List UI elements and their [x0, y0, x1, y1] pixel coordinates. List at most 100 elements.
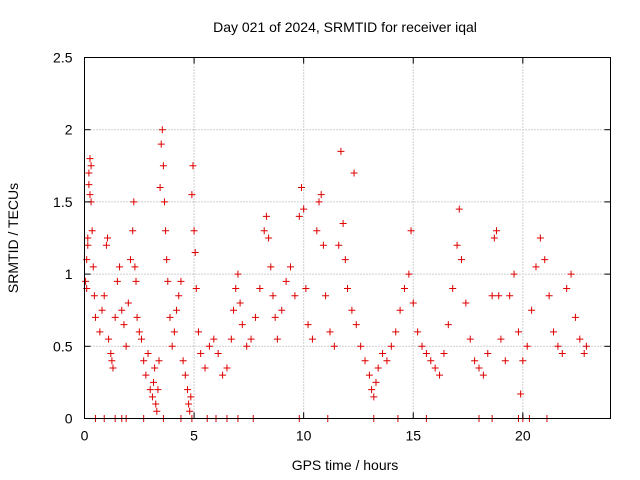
data-point	[256, 285, 264, 293]
data-point	[131, 263, 139, 271]
data-point	[191, 248, 199, 256]
data-point	[197, 350, 205, 358]
data-point	[262, 212, 270, 220]
data-point	[175, 292, 183, 300]
data-point	[88, 227, 96, 235]
data-point	[339, 220, 347, 228]
data-point	[519, 357, 527, 365]
y-tick-label: 2.5	[53, 50, 73, 66]
data-point	[111, 313, 119, 321]
data-point	[247, 335, 255, 343]
data-point	[558, 350, 566, 358]
data-point	[348, 306, 356, 314]
data-point	[85, 181, 93, 189]
data-point	[251, 313, 259, 321]
data-point	[493, 227, 501, 235]
data-point	[238, 321, 246, 329]
data-point	[322, 292, 330, 300]
y-tick-label: 0	[65, 411, 73, 427]
data-point	[422, 350, 430, 358]
data-point	[214, 350, 222, 358]
data-point	[335, 241, 343, 249]
data-point	[400, 285, 408, 293]
x-axis-label: GPS time / hours	[292, 457, 399, 473]
data-point	[370, 393, 378, 401]
data-point	[109, 364, 117, 372]
data-point	[82, 277, 90, 285]
data-point	[90, 292, 98, 300]
data-point	[144, 350, 152, 358]
data-point	[350, 169, 358, 177]
data-point	[166, 313, 174, 321]
data-point	[140, 357, 148, 365]
axis-ticks: 0 5 10 15 20 0 0.5 1 1.5 2 2.5	[53, 50, 611, 444]
data-point	[210, 335, 218, 343]
data-point	[302, 285, 310, 293]
data-point	[265, 234, 273, 242]
grid-lines	[84, 57, 611, 419]
data-point	[444, 321, 452, 329]
data-point	[152, 400, 160, 408]
data-point	[127, 256, 135, 264]
data-point	[156, 183, 164, 191]
data-point	[177, 277, 185, 285]
data-point	[118, 306, 126, 314]
data-point	[550, 328, 558, 336]
y-tick-label: 1.5	[53, 194, 73, 210]
data-point	[194, 328, 202, 336]
data-point	[532, 263, 540, 271]
data-point	[317, 191, 325, 199]
data-point	[379, 350, 387, 358]
data-point	[414, 328, 422, 336]
data-point	[436, 371, 444, 379]
data-point	[122, 342, 130, 350]
data-point	[192, 285, 200, 293]
data-point	[431, 364, 439, 372]
data-point	[510, 270, 518, 278]
data-point	[514, 328, 522, 336]
data-point	[142, 371, 150, 379]
data-point	[157, 140, 165, 148]
data-point	[295, 212, 303, 220]
data-point	[133, 313, 141, 321]
y-axis-label: SRMTID / TECUs	[5, 183, 21, 293]
data-point	[84, 234, 92, 242]
data-point	[100, 292, 108, 300]
data-point	[234, 270, 242, 278]
data-point	[189, 162, 197, 170]
data-point	[471, 357, 479, 365]
y-tick-label: 1	[65, 266, 73, 282]
data-point	[330, 342, 338, 350]
data-point	[567, 270, 575, 278]
data-point	[153, 407, 161, 415]
data-point	[576, 335, 584, 343]
data-point	[501, 357, 509, 365]
data-point	[462, 299, 470, 307]
data-point	[506, 292, 514, 300]
data-point	[484, 350, 492, 358]
data-point	[409, 299, 417, 307]
x-tick-label: 10	[296, 428, 312, 444]
data-point	[291, 292, 299, 300]
data-point	[96, 328, 104, 336]
data-point	[168, 342, 176, 350]
data-point	[181, 371, 189, 379]
data-point	[580, 350, 588, 358]
data-point	[160, 198, 168, 206]
data-point	[227, 335, 235, 343]
data-point	[273, 335, 281, 343]
data-point	[287, 263, 295, 271]
data-point	[536, 234, 544, 242]
data-point	[278, 306, 286, 314]
data-point	[372, 378, 380, 386]
data-point	[418, 342, 426, 350]
data-point	[457, 256, 465, 264]
data-point	[104, 234, 112, 242]
data-point	[230, 306, 238, 314]
data-point	[282, 277, 290, 285]
data-point	[84, 241, 92, 249]
data-point	[232, 285, 240, 293]
data-point	[163, 256, 171, 264]
data-point	[368, 386, 376, 394]
